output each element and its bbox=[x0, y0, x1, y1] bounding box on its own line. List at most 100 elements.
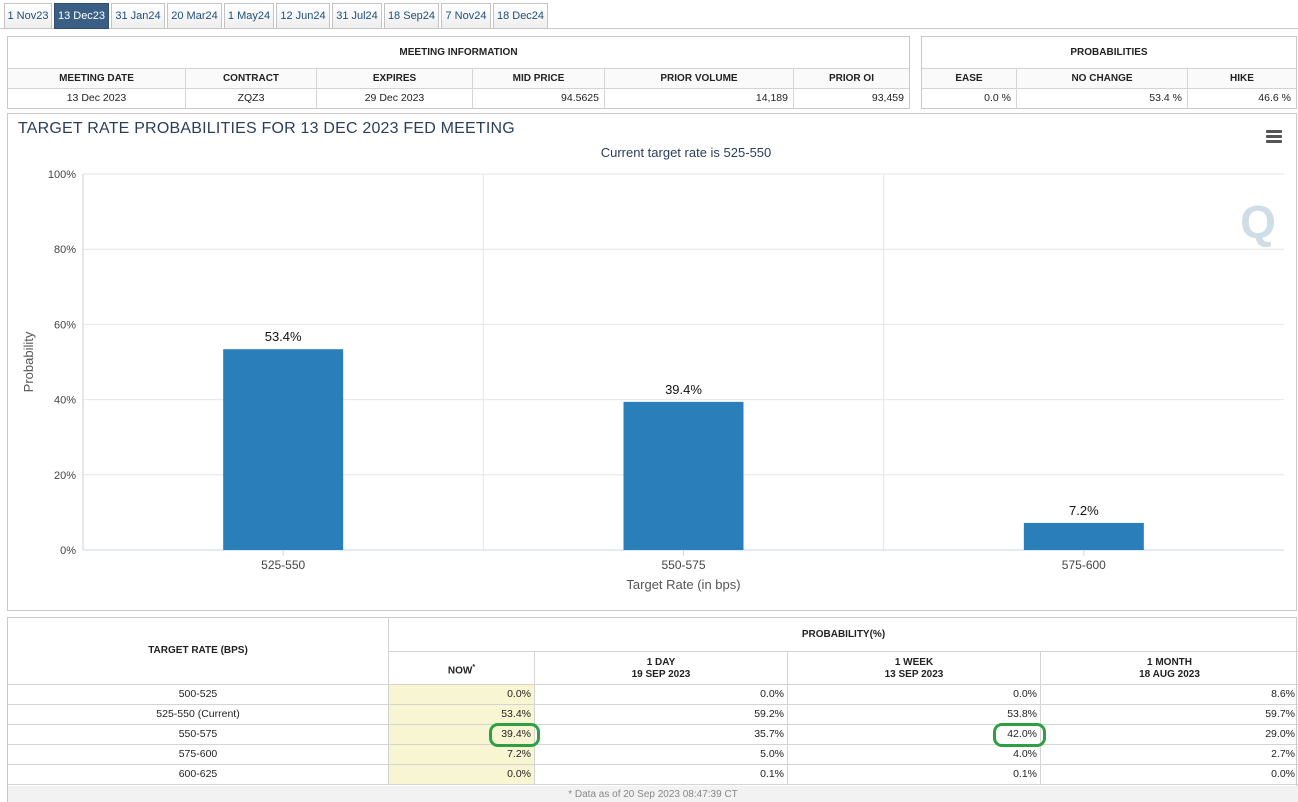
now-cell: 0.0% bbox=[389, 685, 535, 704]
now-cell: 7.2% bbox=[389, 745, 535, 764]
data-timestamp-footer: * Data as of 20 Sep 2023 08:47:39 CT bbox=[8, 786, 1298, 802]
no-change-value: 53.4 % bbox=[1017, 89, 1188, 109]
target-rate-chart-panel: TARGET RATE PROBABILITIES FOR 13 DEC 202… bbox=[7, 113, 1297, 611]
one-day-cell: 59.2% bbox=[535, 705, 788, 724]
header-mid-price: MID PRICE bbox=[473, 69, 605, 88]
probabilities-values-row: 0.0 % 53.4 % 46.6 % bbox=[922, 89, 1296, 109]
probabilities-header-row: EASE NO CHANGE HIKE bbox=[922, 69, 1296, 89]
probability-bar-chart: 0% 20% 40% 60% 80% 100% 53.4% 525-550 39.4% 550-5… bbox=[21, 169, 1284, 592]
mid-price-value: 94.5625 bbox=[473, 89, 605, 109]
tab-1-may24[interactable]: 1 May24 bbox=[224, 3, 274, 29]
header-no-change: NO CHANGE bbox=[1017, 69, 1188, 88]
header-prior-oi: PRIOR OI bbox=[828, 73, 874, 84]
rate-cell: 550-575 bbox=[8, 725, 389, 744]
one-week-cell: 0.1% bbox=[788, 765, 1041, 784]
one-week-cell: 53.8% bbox=[788, 705, 1041, 724]
one-month-cell: 2.7% bbox=[1271, 748, 1295, 760]
now-header: NOW* bbox=[389, 652, 535, 685]
table-row: 550-575 39.4% 35.7% 42.0% 29.0% bbox=[8, 725, 1298, 745]
one-day-label: 1 DAY bbox=[646, 657, 676, 668]
table-row: 525-550 (Current) 53.4% 59.2% 53.8% 59.7… bbox=[8, 705, 1298, 725]
table-row: 500-525 0.0% 0.0% 0.0% 8.6% bbox=[8, 685, 1298, 705]
probability-group-header: PROBABILITY(%) bbox=[389, 618, 1298, 652]
one-week-header: 1 WEEK 13 SEP 2023 bbox=[788, 652, 1041, 685]
x-tick-label: 525-550 bbox=[261, 558, 305, 572]
highlight-week-550-575 bbox=[993, 723, 1046, 747]
now-header-asterisk: * bbox=[472, 664, 476, 671]
rate-cell: 500-525 bbox=[8, 685, 389, 704]
tab-12-jun24[interactable]: 12 Jun24 bbox=[276, 3, 330, 29]
ease-value: 0.0 % bbox=[922, 89, 1017, 109]
chart-title: TARGET RATE PROBABILITIES FOR 13 DEC 202… bbox=[18, 120, 515, 137]
bar-data-label: 7.2% bbox=[1069, 503, 1099, 518]
one-day-cell: 0.1% bbox=[535, 765, 788, 784]
tab-1-nov23[interactable]: 1 Nov23 bbox=[4, 3, 52, 29]
tab-7-nov24[interactable]: 7 Nov24 bbox=[441, 3, 491, 29]
bar-550-575 bbox=[623, 401, 744, 550]
tab-18-sep24[interactable]: 18 Sep24 bbox=[384, 3, 439, 29]
one-month-header: 1 MONTH 18 AUG 2023 bbox=[1041, 652, 1298, 685]
tab-20-mar24[interactable]: 20 Mar24 bbox=[167, 3, 222, 29]
prior-volume-value: 14,189 bbox=[605, 89, 794, 109]
x-tick-label: 550-575 bbox=[661, 558, 705, 572]
one-week-cell: 42.0% bbox=[788, 725, 1041, 744]
tab-31-jul24[interactable]: 31 Jul24 bbox=[332, 3, 382, 29]
one-day-cell: 5.0% bbox=[535, 745, 788, 764]
probabilities-panel: PROBABILITIES EASE NO CHANGE HIKE 0.0 % … bbox=[921, 36, 1297, 109]
one-week-date: 13 SEP 2023 bbox=[884, 669, 944, 680]
one-week-label: 1 WEEK bbox=[894, 657, 934, 668]
one-day-header: 1 DAY 19 SEP 2023 bbox=[535, 652, 788, 685]
meeting-information-panel: MEETING INFORMATION MEETING DATE CONTRAC… bbox=[7, 36, 910, 109]
one-day-date: 19 SEP 2023 bbox=[631, 669, 691, 680]
y-tick-label: 40% bbox=[54, 395, 76, 407]
now-header-label: NOW bbox=[447, 665, 473, 677]
tab-13-dec23[interactable]: 13 Dec23 bbox=[54, 3, 109, 29]
quikstrike-watermark-logo: Q bbox=[1240, 196, 1276, 248]
tab-31-jan24[interactable]: 31 Jan24 bbox=[111, 3, 165, 29]
probability-table: TARGET RATE (BPS) PROBABILITY(%) NOW* 1 … bbox=[7, 617, 1298, 802]
hamburger-menu-icon[interactable] bbox=[1266, 130, 1282, 144]
x-tick-label: 575-600 bbox=[1062, 558, 1106, 572]
bar-575-600 bbox=[1023, 522, 1144, 550]
one-week-cell: 4.0% bbox=[788, 745, 1041, 764]
expires-value: 29 Dec 2023 bbox=[317, 89, 473, 109]
meeting-date-value: 13 Dec 2023 bbox=[8, 89, 186, 109]
one-month-cell: 29.0% bbox=[1265, 728, 1295, 740]
one-day-cell: 0.0% bbox=[535, 685, 788, 704]
one-day-cell: 35.7% bbox=[535, 725, 788, 744]
y-tick-label: 100% bbox=[48, 169, 76, 181]
contract-value: ZQZ3 bbox=[186, 89, 317, 109]
header-ease: EASE bbox=[922, 69, 1017, 88]
bar-data-label: 39.4% bbox=[665, 382, 702, 397]
one-month-cell: 8.6% bbox=[1271, 688, 1295, 700]
now-cell: 53.4% bbox=[389, 705, 535, 724]
now-cell: 39.4% bbox=[389, 725, 535, 744]
y-tick-label: 0% bbox=[60, 545, 76, 557]
y-tick-label: 20% bbox=[54, 470, 76, 482]
bar-525-550 bbox=[223, 349, 344, 550]
rate-cell: 575-600 bbox=[8, 745, 389, 764]
meeting-information-title: MEETING INFORMATION bbox=[8, 37, 909, 69]
header-contract: CONTRACT bbox=[186, 69, 317, 88]
tab-18-dec24[interactable]: 18 Dec24 bbox=[493, 3, 548, 29]
prob-table-header: TARGET RATE (BPS) PROBABILITY(%) NOW* 1 … bbox=[8, 618, 1298, 685]
y-tick-label: 80% bbox=[54, 244, 76, 256]
meeting-info-header-row: MEETING DATE CONTRACT EXPIRES MID PRICE … bbox=[8, 69, 909, 89]
meeting-tabs: 1 Nov23 13 Dec23 31 Jan24 20 Mar24 1 May… bbox=[0, 0, 1298, 29]
one-month-cell: 59.7% bbox=[1265, 708, 1295, 720]
x-axis-title: Target Rate (in bps) bbox=[626, 577, 740, 592]
meeting-info-values-row: 13 Dec 2023 ZQZ3 29 Dec 2023 94.5625 14,… bbox=[8, 89, 909, 109]
header-prior-volume: PRIOR VOLUME bbox=[605, 69, 794, 88]
rate-cell: 600-625 bbox=[8, 765, 389, 784]
now-cell: 0.0% bbox=[389, 765, 535, 784]
table-row: 575-600 7.2% 5.0% 4.0% 2.7% bbox=[8, 745, 1298, 765]
rate-cell: 525-550 (Current) bbox=[8, 705, 389, 724]
prior-oi-value: 93,459 bbox=[871, 92, 904, 104]
highlight-now-550-575 bbox=[489, 723, 540, 747]
one-month-label: 1 MONTH bbox=[1147, 657, 1192, 668]
header-hike: HIKE bbox=[1230, 73, 1254, 84]
one-month-date: 18 AUG 2023 bbox=[1139, 669, 1200, 680]
bar-data-label: 53.4% bbox=[265, 329, 302, 344]
chart-subtitle: Current target rate is 525-550 bbox=[600, 145, 772, 160]
y-axis-title: Probability bbox=[21, 331, 36, 392]
